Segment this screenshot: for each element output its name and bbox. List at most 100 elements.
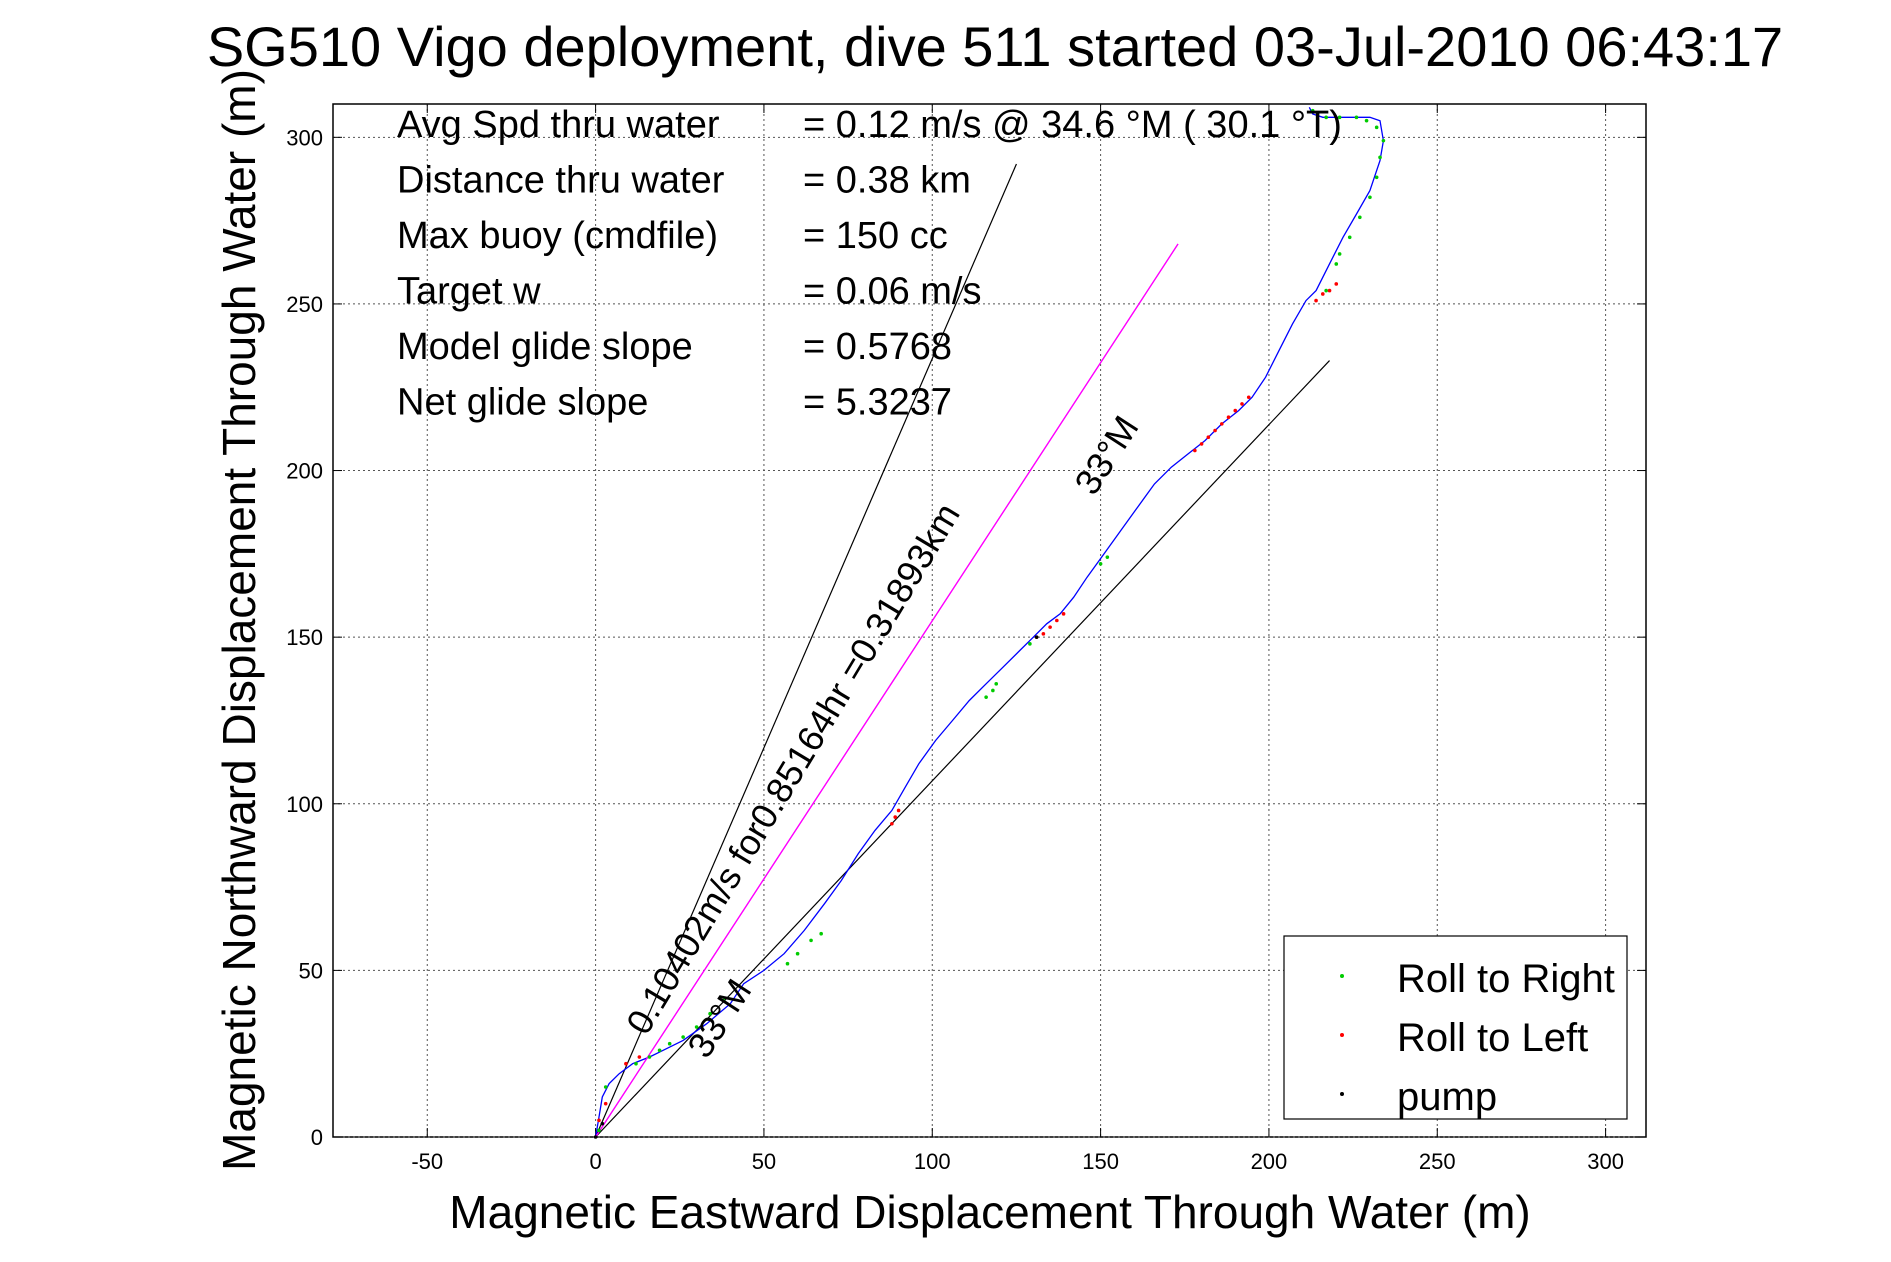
y-tick-label: 250 [286, 292, 323, 317]
roll-to-left-point [1246, 395, 1251, 400]
x-tick-label: 300 [1587, 1149, 1624, 1174]
stats-block: Avg Spd thru water = 0.12 m/s @ 34.6 °M (… [397, 104, 1342, 424]
roll-to-left-point [1327, 288, 1332, 293]
roll-to-right-point [994, 682, 999, 686]
y-axis-label: Magnetic Northward Displacement Through … [213, 69, 265, 1171]
roll-to-right-point [1337, 252, 1342, 256]
pump-point [600, 1121, 605, 1126]
roll-to-right-point [681, 1035, 685, 1039]
roll-to-left-point [1048, 625, 1052, 629]
roll-to-left-point [1193, 448, 1197, 453]
stat-label: Net glide slope [397, 382, 648, 424]
roll-to-right-point [634, 1061, 638, 1066]
roll-to-right-point [1374, 175, 1379, 180]
x-tick-label: -50 [411, 1149, 443, 1174]
roll-to-left-point [1206, 435, 1211, 440]
legend-label-roll-to-left: Roll to Left [1397, 1016, 1588, 1060]
roll-to-right-point [647, 1055, 652, 1059]
legend: Roll to Right Roll to Left pump [1283, 935, 1628, 1120]
legend-marker-pump [1340, 1092, 1344, 1096]
stat-label: Distance thru water [397, 160, 725, 202]
reference-line [595, 163, 1017, 1138]
stat-value: = 0.12 m/s @ 34.6 °M ( 30.1 °T) [803, 104, 1342, 146]
chart-title: SG510 Vigo deployment, dive 511 started … [207, 15, 1783, 78]
stat-value: = 5.3237 [803, 382, 952, 424]
roll-to-right-point [597, 1128, 601, 1133]
legend-marker-roll-to-left [1340, 1033, 1344, 1037]
roll-to-left-point [637, 1055, 642, 1059]
roll-to-left-point [1233, 408, 1238, 413]
roll-to-right-point [1347, 235, 1352, 240]
stat-value: = 0.38 km [803, 160, 971, 202]
y-tick-label: 50 [299, 958, 323, 983]
roll-to-right-point [984, 695, 988, 699]
roll-to-left-point [1199, 442, 1204, 446]
roll-to-right-point [795, 951, 800, 956]
roll-to-right-point [1105, 555, 1110, 559]
roll-to-left-point [1321, 292, 1325, 296]
roll-to-left-point [1314, 298, 1318, 303]
roll-to-right-point [1310, 108, 1315, 113]
roll-to-right-point [1337, 115, 1342, 120]
x-tick-label: 200 [1251, 1149, 1288, 1174]
roll-to-left-point [603, 1101, 608, 1106]
x-tick-label: 150 [1082, 1149, 1119, 1174]
roll-to-left-point [1220, 422, 1224, 426]
roll-to-right-point [1324, 115, 1328, 120]
roll-to-left-point [624, 1061, 628, 1066]
x-axis-label: Magnetic Eastward Displacement Through W… [449, 1186, 1530, 1238]
roll-to-left-point [890, 821, 894, 826]
roll-to-right-point [603, 1085, 608, 1089]
roll-to-right-point [1378, 155, 1382, 160]
roll-to-right-point [809, 938, 813, 943]
legend-box [1283, 935, 1628, 1120]
roll-to-right-point [1324, 288, 1328, 293]
legend-label-roll-to-right: Roll to Right [1397, 957, 1615, 1001]
roll-to-right-point [1354, 115, 1359, 120]
roll-to-right-point [819, 931, 823, 936]
pump-point [593, 1135, 598, 1139]
pump-point [1034, 635, 1039, 639]
roll-to-left-point [1061, 612, 1066, 616]
x-tick-label: 100 [914, 1149, 951, 1174]
y-tick-label: 0 [311, 1125, 323, 1150]
stat-label: Target w [397, 271, 541, 313]
roll-to-right-point [785, 961, 790, 966]
roll-to-right-point [694, 1025, 699, 1029]
roll-to-right-point [991, 688, 995, 693]
stat-value: = 0.06 m/s [803, 271, 981, 313]
y-axis-ticks: 0 50 100 150 200 250 300 [286, 125, 1646, 1150]
x-tick-label: 50 [752, 1149, 776, 1174]
stat-label: Avg Spd thru water [397, 104, 720, 146]
roll-to-left-point [1226, 415, 1231, 420]
roll-to-right-point [1358, 215, 1362, 220]
roll-to-right-point [657, 1048, 662, 1053]
roll-to-right-point [1364, 118, 1369, 123]
stat-value: = 150 cc [803, 215, 948, 257]
roll-to-left-point [893, 815, 898, 819]
legend-label-pump: pump [1397, 1075, 1497, 1119]
roll-to-right-point [1381, 138, 1386, 143]
roll-to-right-point [1368, 195, 1372, 200]
marker-points [593, 108, 1386, 1139]
roll-to-left-point [1334, 282, 1339, 286]
roll-to-right-point [1098, 562, 1103, 566]
roll-to-left-point [597, 1118, 601, 1123]
y-tick-label: 150 [286, 625, 323, 650]
roll-to-right-point [708, 1011, 712, 1016]
legend-marker-roll-to-right [1340, 974, 1344, 978]
y-tick-label: 300 [286, 125, 323, 150]
x-tick-label: 250 [1419, 1149, 1456, 1174]
reference-line [595, 360, 1330, 1138]
roll-to-left-point [1240, 402, 1244, 406]
roll-to-left-point [1213, 428, 1217, 433]
x-tick-label: 0 [589, 1149, 601, 1174]
roll-to-right-point [721, 998, 726, 1003]
series-lines [594, 107, 1385, 1138]
x-axis-ticks: -50 0 50 100 150 200 250 300 [411, 104, 1624, 1174]
series-line-0 [594, 107, 1385, 1138]
roll-to-right-point [667, 1041, 672, 1046]
roll-to-left-point [1041, 632, 1046, 636]
stat-label: Max buoy (cmdfile) [397, 215, 718, 257]
